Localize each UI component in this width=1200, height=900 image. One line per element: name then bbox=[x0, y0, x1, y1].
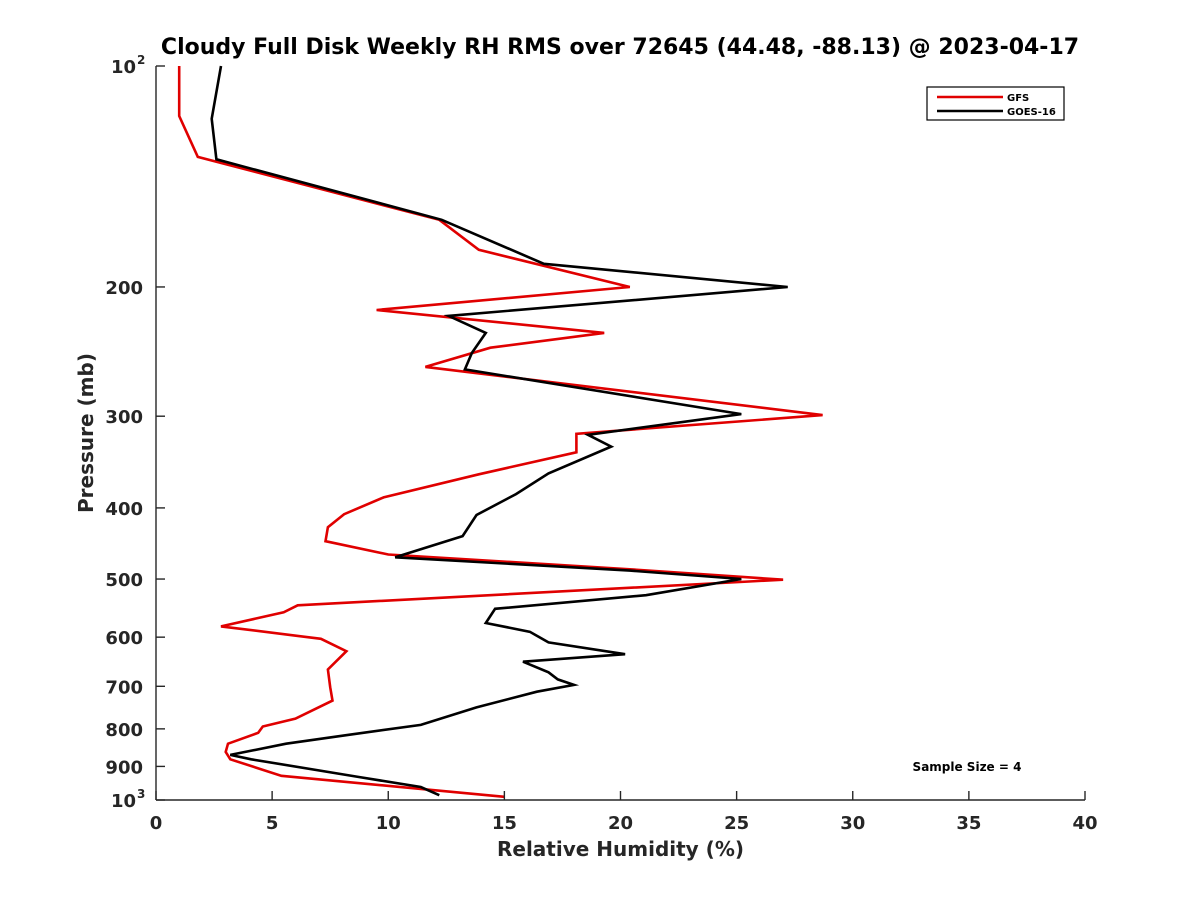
chart-title: Cloudy Full Disk Weekly RH RMS over 7264… bbox=[161, 35, 1079, 60]
sample-size-annotation: Sample Size = 4 bbox=[913, 760, 1022, 774]
y-tick-label: 900 bbox=[105, 757, 143, 778]
y-tick-label: 200 bbox=[105, 278, 143, 299]
y-tick-label: 700 bbox=[105, 677, 143, 698]
y-tick-exponent: 3 bbox=[137, 787, 145, 801]
x-axis-label: Relative Humidity (%) bbox=[497, 837, 744, 861]
y-tick-label: 10 bbox=[111, 57, 136, 78]
series-line-goes16 bbox=[210, 65, 788, 797]
series-layer bbox=[177, 65, 823, 799]
legend-label-gfs: GFS bbox=[1007, 93, 1029, 104]
x-tick-label: 0 bbox=[150, 813, 163, 834]
y-axis-label: Pressure (mb) bbox=[74, 353, 98, 513]
legend: GFS GOES-16 bbox=[926, 86, 1065, 121]
plot-background bbox=[156, 66, 1085, 800]
y-tick-label: 800 bbox=[105, 720, 143, 741]
x-axis-ticks: 0 5 10 15 20 25 30 35 40 bbox=[150, 791, 1098, 834]
legend-box bbox=[926, 86, 1065, 121]
x-tick-label: 15 bbox=[492, 813, 517, 834]
legend-label-goes16: GOES-16 bbox=[1007, 107, 1056, 118]
y-tick-label: 10 bbox=[111, 791, 136, 812]
y-tick-label: 300 bbox=[105, 407, 143, 428]
plot-area: 0 5 10 15 20 25 30 35 40 10 220030040050060070080… bbox=[105, 53, 1097, 834]
x-tick-label: 30 bbox=[840, 813, 865, 834]
y-tick-label: 600 bbox=[105, 628, 143, 649]
x-tick-label: 20 bbox=[608, 813, 633, 834]
x-tick-label: 25 bbox=[724, 813, 749, 834]
y-tick-label: 400 bbox=[105, 499, 143, 520]
x-tick-label: 40 bbox=[1072, 813, 1097, 834]
series-line-gfs bbox=[177, 66, 823, 799]
y-tick-label: 500 bbox=[105, 570, 143, 591]
x-tick-label: 35 bbox=[956, 813, 981, 834]
x-tick-label: 5 bbox=[266, 813, 279, 834]
y-tick-exponent: 2 bbox=[137, 53, 145, 67]
x-tick-label: 10 bbox=[376, 813, 401, 834]
